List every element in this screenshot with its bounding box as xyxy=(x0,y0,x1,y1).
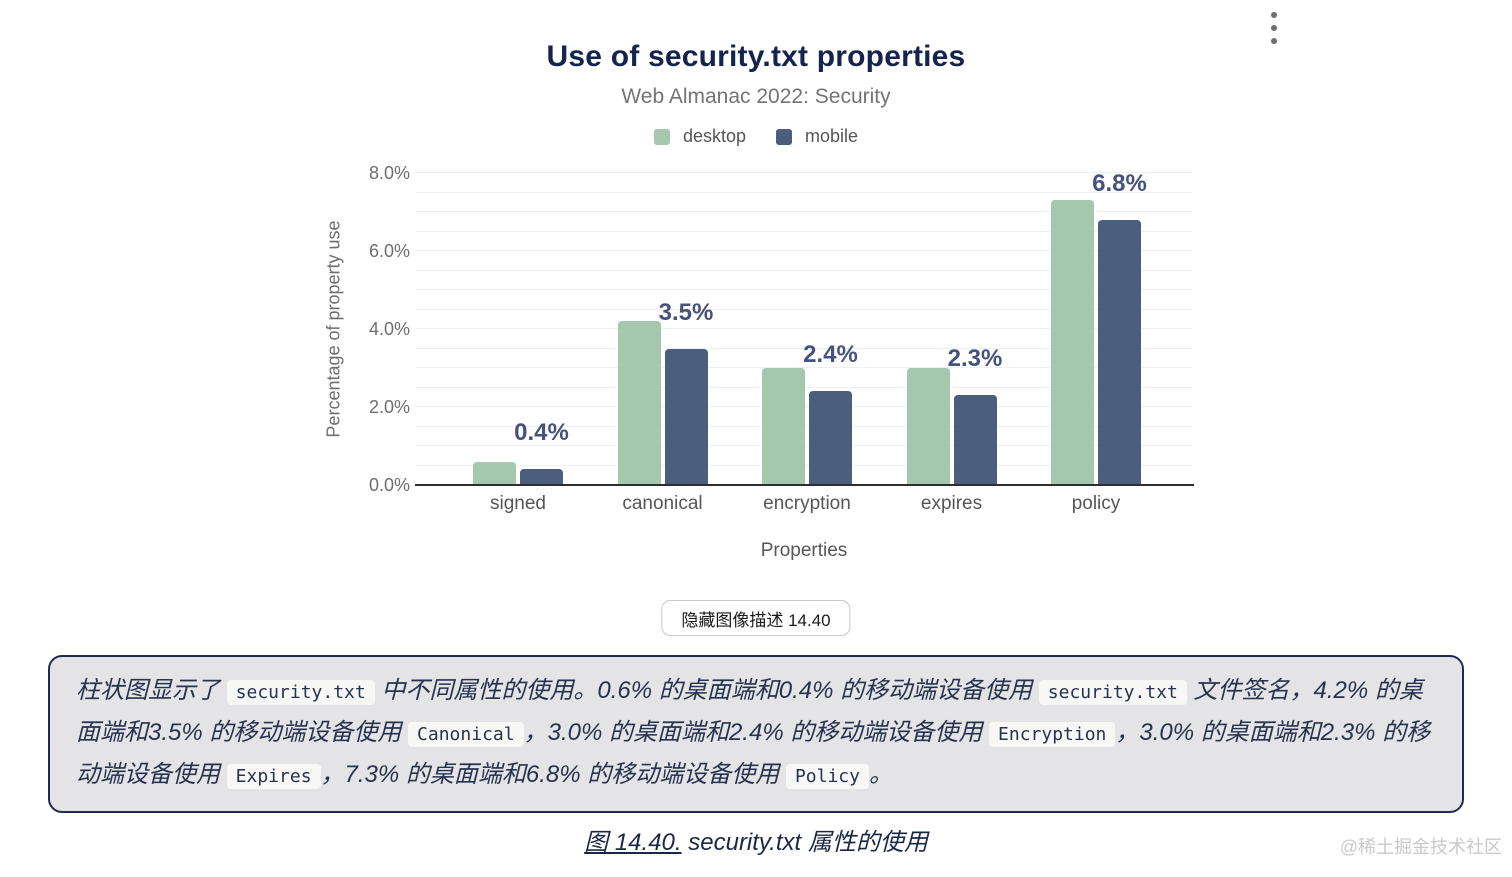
gridline xyxy=(415,289,1193,290)
legend-label: desktop xyxy=(682,126,746,146)
description-text: ，7.3% 的桌面端和6.8% 的移动端设备使用 xyxy=(320,761,786,788)
category-label-policy: policy xyxy=(1071,493,1121,514)
description-code: security.txt xyxy=(226,680,375,705)
watermark: @稀土掘金技术社区 xyxy=(1339,837,1502,857)
gridline xyxy=(415,269,1193,271)
description-code: Canonical xyxy=(408,722,524,747)
figure-description-box: 柱状图显示了 security.txt 中不同属性的使用。0.6% 的桌面端和0… xyxy=(48,655,1464,813)
description-code: Encryption xyxy=(989,722,1116,747)
bar-mobile-encryption[interactable] xyxy=(809,391,852,485)
category-label-canonical: canonical xyxy=(622,493,703,514)
gridline xyxy=(415,191,1193,193)
legend-item-desktop[interactable]: desktop xyxy=(653,126,746,147)
bar-desktop-signed[interactable] xyxy=(473,461,516,485)
gridline xyxy=(415,172,1193,173)
legend-swatch-icon xyxy=(653,128,670,145)
chart-legend: desktop mobile xyxy=(0,126,1512,147)
y-tick-label: 2.0% xyxy=(368,397,410,417)
category-label-encryption: encryption xyxy=(763,493,851,514)
gridline xyxy=(415,367,1193,368)
figure-caption-text: security.txt 属性的使用 xyxy=(681,829,928,856)
bar-desktop-encryption[interactable] xyxy=(762,368,805,485)
kebab-dot xyxy=(1271,25,1277,31)
description-text: ，3.0% 的桌面端和2.4% 的移动端设备使用 xyxy=(523,719,990,746)
x-axis-line xyxy=(415,484,1194,486)
legend-swatch-icon xyxy=(776,128,792,145)
value-label-canonical: 3.5% xyxy=(658,298,714,326)
figure-caption-link[interactable]: 图 14.40. xyxy=(584,829,682,856)
y-tick-label: 0.0% xyxy=(368,475,410,495)
legend-item-mobile[interactable]: mobile xyxy=(776,126,858,147)
gridline xyxy=(415,308,1193,310)
chart-title: Use of security.txt properties xyxy=(546,40,966,73)
legend-label: mobile xyxy=(805,126,859,146)
gridline xyxy=(415,250,1193,251)
bar-desktop-policy[interactable] xyxy=(1051,200,1094,485)
description-text: 文件签名，4.2% 的桌面端和3.5% 的移动端设备使用 xyxy=(76,677,1423,746)
bar-mobile-expires[interactable] xyxy=(953,395,997,485)
x-axis-title: Properties xyxy=(760,540,848,561)
description-text: ，3.0% 的桌面端和2.3% 的移动端设备使用 xyxy=(76,719,1431,788)
gridline xyxy=(415,347,1193,349)
bar-mobile-policy[interactable] xyxy=(1098,219,1141,485)
value-label-encryption: 2.4% xyxy=(803,341,858,369)
description-text: 。 xyxy=(868,761,893,788)
y-tick-label: 8.0% xyxy=(368,163,410,183)
description-text: 柱状图显示了 xyxy=(76,677,227,704)
bar-mobile-canonical[interactable] xyxy=(664,348,708,485)
category-label-signed: signed xyxy=(490,493,546,514)
description-code: Policy xyxy=(785,764,869,789)
gridline xyxy=(415,230,1193,232)
gridline xyxy=(415,211,1193,212)
description-code: security.txt xyxy=(1038,680,1187,705)
description-code: Expires xyxy=(226,764,321,789)
plot-area: 0.4% 3.5% 2.4% 2.3% 6.8% xyxy=(415,169,1193,485)
y-tick-label: 6.0% xyxy=(368,241,410,261)
bar-mobile-signed[interactable] xyxy=(520,469,563,485)
value-label-expires: 2.3% xyxy=(947,345,1003,373)
hide-description-button[interactable]: 隐藏图像描述 14.40 xyxy=(661,600,851,636)
value-label-policy: 6.8% xyxy=(1092,169,1147,197)
y-tick-label: 4.0% xyxy=(368,319,410,339)
description-text: 中不同属性的使用。0.6% 的桌面端和0.4% 的移动端设备使用 xyxy=(374,677,1039,704)
x-axis-labels: signed canonical encryption expires policy xyxy=(415,493,1193,517)
kebab-dot xyxy=(1271,38,1277,44)
figure-caption: 图 14.40. security.txt 属性的使用 xyxy=(0,822,1512,857)
value-label-signed: 0.4% xyxy=(514,419,569,447)
kebab-dot xyxy=(1271,12,1277,18)
bar-desktop-canonical[interactable] xyxy=(617,321,661,485)
gridline xyxy=(415,328,1193,329)
bar-desktop-expires[interactable] xyxy=(906,368,950,485)
chart-subtitle: Web Almanac 2022: Security xyxy=(621,85,891,108)
kebab-menu-icon[interactable] xyxy=(1266,12,1282,44)
category-label-expires: expires xyxy=(920,493,983,514)
